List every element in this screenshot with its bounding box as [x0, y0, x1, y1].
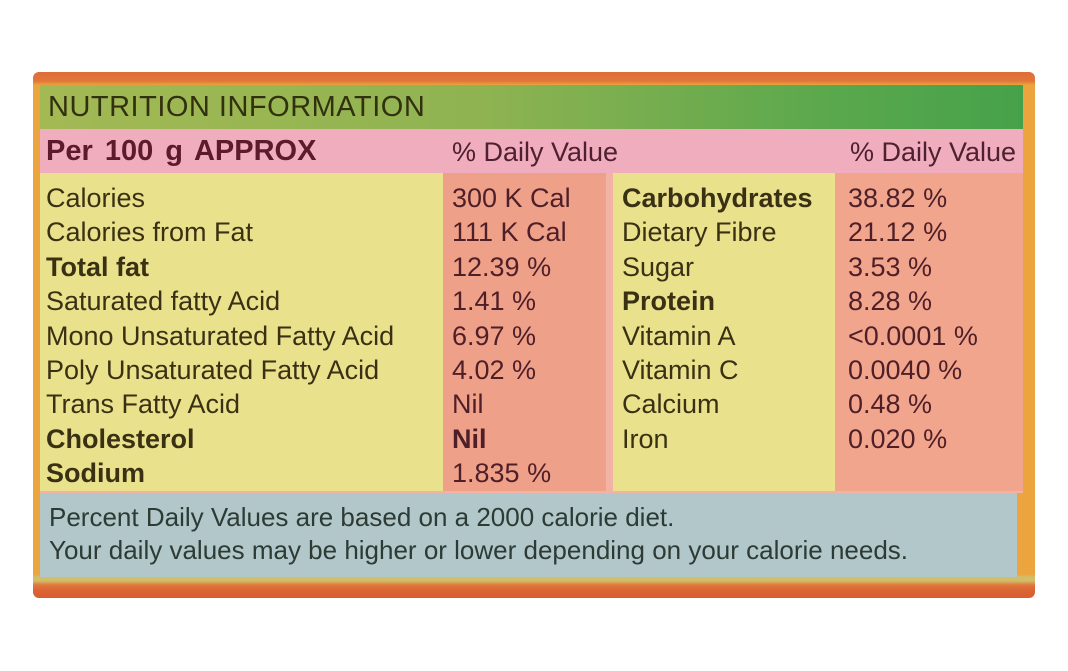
- serving-header-row: Per 100 g APPROX % Daily Value % Daily V…: [40, 129, 1023, 173]
- label-title-bar: NUTRITION INFORMATION: [40, 85, 1023, 129]
- nutrient-value: 1.835 %: [452, 458, 552, 489]
- nutrition-table-right-half: Carbohydrates 38.82 % Dietary Fibre 21.12 %…: [613, 173, 1023, 491]
- nutrient-row: Calories from Fat 111 K Cal: [40, 215, 606, 249]
- nutrient-value: 111 K Cal: [452, 217, 567, 248]
- nutrient-name: Carbohydrates: [622, 183, 813, 213]
- footnote-line-1: Percent Daily Values are based on a 2000…: [49, 502, 675, 532]
- nutrient-name: Vitamin C: [622, 354, 739, 385]
- nutrient-name: Iron: [622, 423, 669, 454]
- nutrient-name: Vitamin A: [622, 320, 736, 351]
- nutrient-name: Poly Unsaturated Fatty Acid: [46, 354, 380, 385]
- nutrient-name: Protein: [622, 286, 716, 317]
- left-nutrient-list: Calories 300 K Cal Calories from Fat 111 K …: [40, 181, 606, 491]
- nutrient-value: 300 K Cal: [452, 183, 571, 213]
- nutrient-row: Dietary Fibre 21.12 %: [613, 215, 1023, 249]
- nutrient-row: Vitamin C 0.0040 %: [613, 353, 1023, 387]
- nutrient-row: Saturated fatty Acid 1.41 %: [40, 284, 606, 318]
- nutrient-row: Cholesterol Nil: [40, 422, 606, 456]
- nutrient-value: 21.12 %: [848, 217, 948, 248]
- nutrient-value: 1.41 %: [452, 286, 537, 317]
- nutrient-name: Total fat: [46, 251, 149, 282]
- nutrient-value: 38.82 %: [848, 183, 948, 213]
- nutrition-table-left-half: Calories 300 K Cal Calories from Fat 111 K …: [40, 173, 606, 491]
- left-values-column-background: [443, 173, 606, 491]
- nutrient-row: Vitamin A <0.0001 %: [613, 319, 1023, 353]
- nutrition-label: NUTRITION INFORMATION Per 100 g APPROX %…: [33, 72, 1035, 598]
- nutrient-name: Mono Unsaturated Fatty Acid: [46, 320, 395, 351]
- nutrient-value: 4.02 %: [452, 354, 537, 385]
- nutrient-name: Sugar: [622, 251, 695, 282]
- daily-value-footnote: Percent Daily Values are based on a 2000…: [40, 493, 1017, 577]
- right-names-column-background: [613, 173, 835, 491]
- nutrient-name: Sodium: [46, 458, 145, 489]
- left-names-column-background: [40, 173, 443, 491]
- nutrient-name: Saturated fatty Acid: [46, 286, 281, 317]
- nutrient-row: Calcium 0.48 %: [613, 387, 1023, 421]
- nutrient-row: Carbohydrates 38.82 %: [613, 181, 1023, 215]
- right-values-column-background: [835, 173, 1023, 491]
- right-nutrient-list: Carbohydrates 38.82 % Dietary Fibre 21.12 %…: [613, 181, 1023, 456]
- nutrient-row: Protein 8.28 %: [613, 284, 1023, 318]
- nutrient-value: 0.48 %: [848, 389, 933, 420]
- serving-size-text: Per 100 g APPROX: [46, 135, 317, 167]
- nutrient-row: Iron 0.020 %: [613, 422, 1023, 456]
- nutrient-value: 8.28 %: [848, 286, 933, 317]
- nutrient-name: Cholesterol: [46, 423, 195, 454]
- nutrient-value: 6.97 %: [452, 320, 537, 351]
- nutrition-table-body: Calories 300 K Cal Calories from Fat 111 K …: [40, 173, 1023, 493]
- label-title: NUTRITION INFORMATION: [48, 91, 426, 123]
- nutrient-name: Calories from Fat: [46, 217, 254, 248]
- nutrient-name: Dietary Fibre: [622, 217, 777, 248]
- nutrient-value: 0.0040 %: [848, 354, 963, 385]
- daily-value-header-right: % Daily Value: [850, 137, 1017, 167]
- nutrient-name: Calories: [46, 183, 146, 213]
- nutrient-value: Nil: [452, 423, 487, 454]
- nutrient-row: Calories 300 K Cal: [40, 181, 606, 215]
- nutrition-label-content: NUTRITION INFORMATION Per 100 g APPROX %…: [40, 85, 1023, 577]
- nutrient-value: <0.0001 %: [848, 320, 978, 351]
- nutrient-row: Sugar 3.53 %: [613, 250, 1023, 284]
- nutrient-row: Mono Unsaturated Fatty Acid 6.97 %: [40, 319, 606, 353]
- nutrient-value: 3.53 %: [848, 251, 933, 282]
- nutrient-row: Total fat 12.39 %: [40, 250, 606, 284]
- nutrient-value: 12.39 %: [452, 251, 552, 282]
- nutrient-value: Nil: [452, 389, 484, 420]
- nutrient-name: Calcium: [622, 389, 720, 420]
- footnote-line-2: Your daily values may be higher or lower…: [49, 535, 909, 565]
- nutrient-name: Trans Fatty Acid: [46, 389, 241, 420]
- nutrient-row: Poly Unsaturated Fatty Acid 4.02 %: [40, 353, 606, 387]
- nutrient-row: Sodium 1.835 %: [40, 456, 606, 490]
- daily-value-header-left: % Daily Value: [452, 137, 619, 167]
- nutrient-value: 0.020 %: [848, 423, 948, 454]
- nutrient-row: Trans Fatty Acid Nil: [40, 387, 606, 421]
